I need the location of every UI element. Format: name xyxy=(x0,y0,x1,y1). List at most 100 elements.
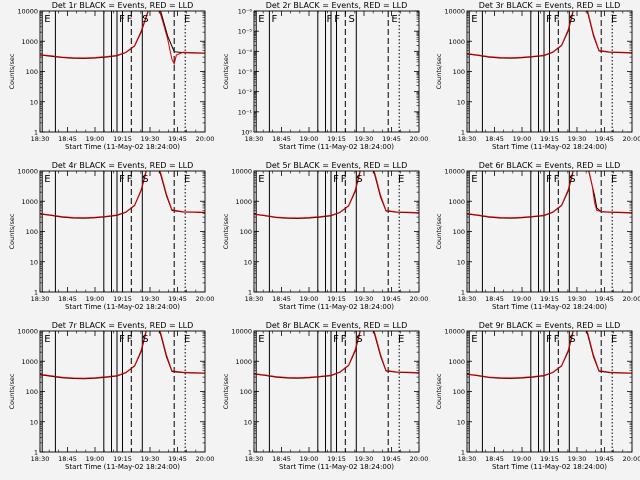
y-axis-label: Counts/sec xyxy=(8,53,16,89)
x-tick-label: 19:15 xyxy=(113,455,132,463)
y-tick-label: 10 xyxy=(30,418,38,426)
y-axis-label: Counts/sec xyxy=(435,53,443,89)
plot-area xyxy=(467,171,632,292)
series-line-lld xyxy=(467,171,574,219)
series-line-lld xyxy=(467,331,574,379)
plot-area xyxy=(254,171,419,292)
event-marker-label: F xyxy=(341,174,347,185)
x-tick-label: 19:15 xyxy=(327,455,346,463)
x-tick-label: 19:15 xyxy=(327,135,346,143)
panel-title: Det 8r BLACK = Events, RED = LLD xyxy=(266,321,408,330)
event-marker-label: F xyxy=(333,334,339,345)
panel-7: Det 7r BLACK = Events, RED = LLD 1 10 100 10… xyxy=(8,321,214,471)
x-tick-label: 19:15 xyxy=(327,295,346,303)
y-tick-label: 1 xyxy=(461,129,465,137)
x-tick-label: 18:45 xyxy=(272,135,291,143)
x-tick-label: 18:45 xyxy=(485,295,504,303)
x-tick-label: 20:00 xyxy=(410,135,429,143)
y-tick-label: 10 xyxy=(244,418,252,426)
y-tick-label: 1000 xyxy=(448,358,465,366)
x-tick-label: 19:30 xyxy=(141,135,160,143)
event-marker-label: S xyxy=(569,14,575,25)
x-tick-label: 18:30 xyxy=(31,135,50,143)
y-tick-label: 10000 xyxy=(231,168,252,176)
y-tick-label: 1 xyxy=(248,289,252,297)
plot-area xyxy=(254,331,419,452)
x-axis-label: Start Time (11-May-02 18:24:00) xyxy=(279,143,394,151)
x-axis-label: Start Time (11-May-02 18:24:00) xyxy=(492,143,607,151)
event-marker-label: E xyxy=(44,334,50,345)
x-tick-label: 18:45 xyxy=(272,295,291,303)
x-tick-label: 19:30 xyxy=(568,295,587,303)
x-tick-label: 18:45 xyxy=(58,455,77,463)
x-tick-label: 18:45 xyxy=(272,455,291,463)
x-tick-label: 18:45 xyxy=(58,295,77,303)
x-tick-label: 18:30 xyxy=(245,295,264,303)
event-marker-label: E xyxy=(471,174,477,185)
x-axis-label: Start Time (11-May-02 18:24:00) xyxy=(492,303,607,311)
event-marker-label: F xyxy=(546,14,552,25)
y-tick-label: 1000 xyxy=(448,198,465,206)
event-marker-label: S xyxy=(356,174,362,185)
x-axis-label: Start Time (11-May-02 18:24:00) xyxy=(65,303,180,311)
y-tick-label: 10000 xyxy=(231,328,252,336)
x-tick-label: 19:30 xyxy=(141,455,160,463)
panel-5: Det 5r BLACK = Events, RED = LLD 1 10 100 10… xyxy=(222,161,428,311)
y-tick-label: 100 xyxy=(453,68,465,76)
event-marker-label: S xyxy=(142,14,148,25)
x-tick-label: 19:00 xyxy=(86,135,105,143)
event-marker-label: F xyxy=(546,334,552,345)
event-marker-label: S xyxy=(356,334,362,345)
event-marker-label: E xyxy=(611,174,617,185)
x-tick-label: 19:00 xyxy=(300,455,319,463)
y-axis-label: Counts/sec xyxy=(222,373,230,409)
x-tick-label: 20:00 xyxy=(623,135,640,143)
event-marker-label: F xyxy=(554,174,560,185)
y-tick-label: 10000 xyxy=(444,328,465,336)
series-line-lld-tail xyxy=(373,331,419,374)
panel-8: Det 8r BLACK = Events, RED = LLD 1 10 100 10… xyxy=(222,321,428,471)
event-marker-label: S xyxy=(569,174,575,185)
x-tick-label: 20:00 xyxy=(196,135,215,143)
x-tick-label: 19:15 xyxy=(113,135,132,143)
panel-title: Det 5r BLACK = Events, RED = LLD xyxy=(266,161,408,170)
plot-area xyxy=(40,331,205,452)
x-tick-label: 19:45 xyxy=(595,295,614,303)
plot-frame xyxy=(466,330,633,453)
panel-6: Det 6r BLACK = Events, RED = LLD 1 10 100 10… xyxy=(435,161,640,311)
x-axis-label: Start Time (11-May-02 18:24:00) xyxy=(65,143,180,151)
x-tick-label: 19:00 xyxy=(300,295,319,303)
y-axis-label: Counts/sec xyxy=(222,53,230,89)
y-tick-label: 100 xyxy=(240,228,252,236)
plot-frame xyxy=(253,330,420,453)
panel-3: Det 3r BLACK = Events, RED = LLD 1 10 100 10… xyxy=(435,1,640,151)
x-tick-label: 18:45 xyxy=(485,455,504,463)
panel-title: Det 2r BLACK = Events, RED = LLD xyxy=(266,1,408,10)
x-tick-label: 19:45 xyxy=(595,455,614,463)
event-marker-label: F xyxy=(341,334,347,345)
event-marker-label: F xyxy=(546,174,552,185)
x-axis-label: Start Time (11-May-02 18:24:00) xyxy=(492,463,607,471)
panel-title: Det 1r BLACK = Events, RED = LLD xyxy=(52,1,194,10)
x-tick-label: 19:30 xyxy=(141,295,160,303)
event-marker-label: E xyxy=(258,334,264,345)
y-tick-label: 1 xyxy=(461,289,465,297)
event-marker-label: F xyxy=(119,14,125,25)
series-line-lld-tail xyxy=(373,171,419,214)
event-marker-label: F xyxy=(127,334,133,345)
x-tick-label: 19:15 xyxy=(540,135,559,143)
x-tick-label: 19:15 xyxy=(113,295,132,303)
y-tick-label: 1 xyxy=(461,449,465,457)
y-tick-label: 1000 xyxy=(235,198,252,206)
plot-area xyxy=(40,11,205,132)
y-tick-label: 10 xyxy=(457,98,465,106)
y-tick-label: 10000 xyxy=(17,8,38,16)
x-tick-label: 18:30 xyxy=(245,135,264,143)
event-marker-label: F xyxy=(119,174,125,185)
x-tick-label: 20:00 xyxy=(410,295,429,303)
plot-area xyxy=(40,171,205,292)
y-axis-label: Counts/sec xyxy=(435,373,443,409)
event-marker-label: F xyxy=(333,174,339,185)
x-tick-label: 19:45 xyxy=(382,135,401,143)
